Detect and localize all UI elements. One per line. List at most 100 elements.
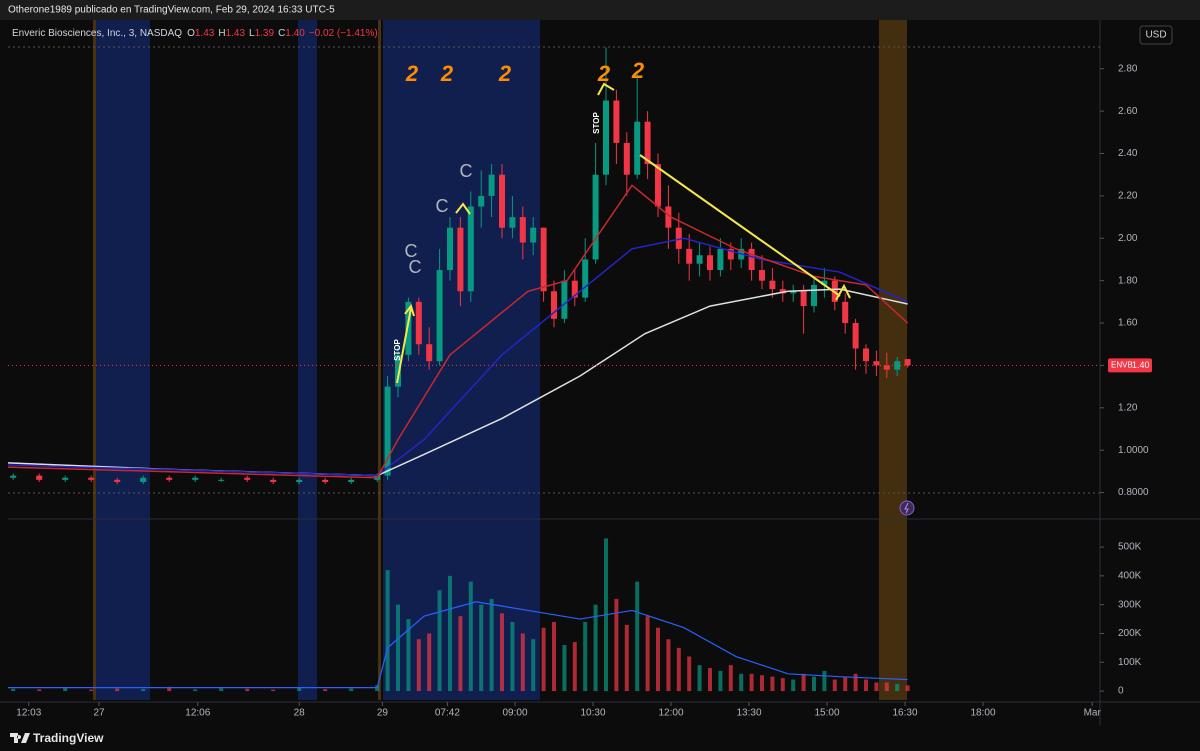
x-tick-label: Mar	[1084, 708, 1102, 719]
candle-body	[509, 217, 516, 228]
volume-bar	[801, 673, 806, 692]
volume-bar	[349, 688, 354, 692]
session-shade	[298, 20, 317, 700]
candle-body	[675, 227, 682, 249]
alert-icon[interactable]	[899, 500, 915, 516]
candle-body	[707, 255, 713, 271]
last-price-label: 1.40	[1132, 360, 1150, 370]
volume-bar	[416, 639, 421, 692]
volume-bar	[448, 575, 452, 692]
annotation: C	[460, 161, 473, 181]
candle-body	[395, 354, 401, 387]
candle-body	[561, 280, 568, 319]
candle-body	[62, 477, 69, 480]
candle-body	[519, 217, 526, 243]
currency[interactable]: USD	[1145, 30, 1166, 41]
annotation: 2	[597, 61, 611, 86]
annotation: 2	[440, 61, 454, 86]
y-tick-label: 0.8000	[1118, 487, 1149, 498]
last-price-symbol: ENVB	[1111, 361, 1133, 370]
volume-bar	[89, 689, 94, 692]
y-tick-label: 1.0000	[1118, 445, 1149, 456]
volume-bar	[245, 688, 250, 692]
candle-body	[759, 270, 765, 281]
volume-bar	[271, 689, 276, 692]
candle-body	[863, 348, 869, 362]
header-bar	[0, 0, 1200, 20]
candle-body	[192, 477, 199, 480]
x-tick-label: 07:42	[435, 708, 460, 719]
volume-bar	[406, 619, 411, 692]
candle-body	[166, 477, 173, 480]
session-shade	[879, 20, 907, 700]
candle-body	[904, 359, 911, 366]
x-tick-label: 27	[93, 708, 105, 719]
candle-body	[623, 142, 630, 175]
volume-bar	[676, 647, 681, 692]
volume-bar	[531, 639, 536, 692]
volume-bar	[510, 621, 515, 692]
candle-body	[384, 386, 391, 476]
candle-body	[852, 323, 859, 349]
candle-body	[582, 259, 589, 298]
session-shade	[378, 20, 381, 700]
candle-body	[779, 289, 786, 294]
volume-bar	[468, 581, 473, 692]
volume-bar	[479, 604, 484, 692]
candle-body	[218, 479, 225, 481]
volume-bar	[895, 683, 900, 692]
currency-box[interactable]	[1139, 25, 1173, 45]
volume-bar	[812, 676, 816, 692]
candle-body	[10, 475, 17, 478]
legend: Enveric Biosciences, Inc., 3, NASDAQ O1.4…	[12, 28, 378, 39]
candle-body	[717, 248, 724, 271]
volume-bar	[583, 621, 588, 692]
x-tick-label: 09:00	[502, 708, 527, 719]
alert-icon-bolt	[904, 502, 909, 514]
volume-bar	[37, 689, 42, 692]
volume-bar	[708, 668, 712, 692]
volume-bar	[323, 689, 328, 692]
candle-body	[686, 248, 693, 264]
candle-body	[748, 248, 755, 271]
trend-arrow	[597, 82, 615, 96]
trend-arrow	[396, 303, 415, 384]
candle-body	[88, 477, 95, 480]
legend-key: C	[278, 28, 285, 39]
volume-bar	[593, 604, 598, 692]
volume-bar	[167, 686, 172, 692]
candle-body	[270, 479, 277, 482]
legend-value: 1.43	[226, 28, 246, 39]
candle-body	[551, 291, 557, 319]
candle-body	[447, 227, 453, 271]
volume-bar	[614, 598, 619, 692]
volume-bar	[437, 590, 442, 692]
candle-body	[634, 121, 641, 175]
candle-body	[821, 280, 828, 285]
volume-bar	[864, 679, 868, 692]
x-tick-label: 13:30	[736, 708, 761, 719]
annotation: 2	[631, 58, 645, 83]
footer: TradingView	[10, 731, 104, 745]
candle-body	[405, 301, 412, 355]
y-tick-label: 100K	[1118, 657, 1142, 668]
volume-bar	[728, 665, 733, 692]
x-tick-label: 18:00	[970, 708, 995, 719]
candle-body	[530, 227, 537, 243]
volume-bar	[297, 687, 302, 692]
volume-bar	[874, 682, 879, 692]
legend-key: L	[249, 28, 255, 39]
volume-bar	[500, 613, 504, 692]
candle-body	[644, 121, 651, 165]
volume-bar	[749, 673, 754, 692]
footer-logo	[10, 733, 30, 743]
candle-body	[613, 100, 620, 143]
volume-bar	[780, 678, 785, 692]
volume-bar	[843, 676, 848, 692]
volume-bar	[11, 688, 16, 692]
moving-average	[7, 184, 909, 479]
footer-brand: TradingView	[33, 731, 104, 745]
candle-body	[811, 284, 817, 307]
candle-body	[790, 291, 797, 294]
